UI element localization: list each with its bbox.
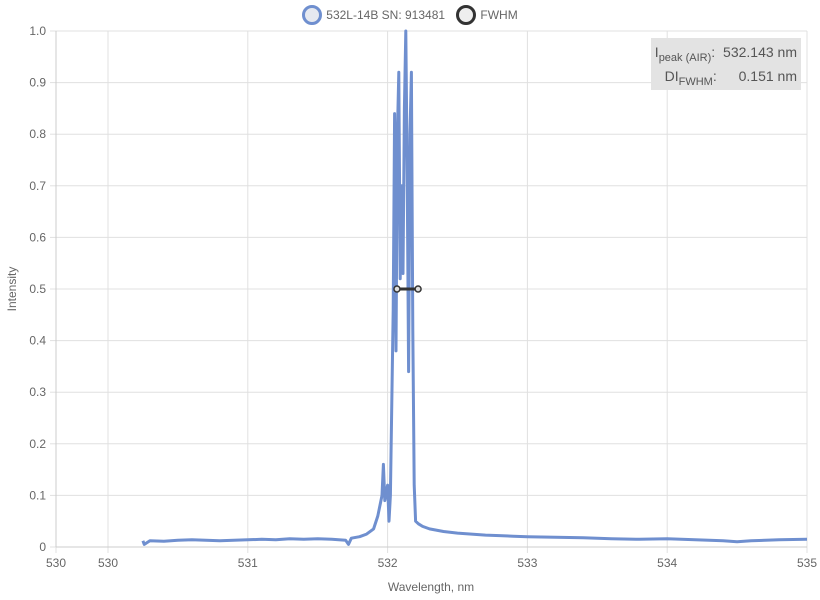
x-tick-label: 533 bbox=[517, 556, 537, 570]
y-tick-label: 0 bbox=[39, 540, 46, 554]
legend-item-series[interactable]: 532L-14B SN: 913481 bbox=[302, 5, 445, 25]
x-tick-label: 534 bbox=[657, 556, 677, 570]
peak-value: 532.143 nm bbox=[723, 44, 797, 60]
fwhm-label-sub: FWHM bbox=[678, 75, 713, 88]
y-axis-ticks: 0 0.1 0.2 0.3 0.4 0.5 0.6 0.7 0.8 0.9 1.0 bbox=[29, 24, 46, 554]
x-tick-label: 531 bbox=[238, 556, 258, 570]
peak-info-box: Ipeak (AIR): 532.143 nm DIFWHM: 0.151 nm bbox=[651, 38, 801, 90]
y-tick-label: 1.0 bbox=[29, 24, 46, 38]
chart-series bbox=[141, 29, 808, 546]
x-tick-label: 535 bbox=[797, 556, 817, 570]
fwhm-swatch-icon bbox=[456, 5, 477, 25]
legend-fwhm-label: FWHM bbox=[480, 8, 518, 22]
fwhm-point bbox=[414, 285, 422, 293]
x-tick-label: 530 bbox=[98, 556, 118, 570]
fwhm-point bbox=[393, 285, 401, 293]
fwhm-width-row: DIFWHM: 0.151 nm bbox=[665, 68, 797, 88]
x-axis-ticks: 530 530 531 532 533 534 535 bbox=[46, 556, 817, 570]
chart-grid bbox=[50, 30, 808, 553]
x-tick-label: 530 bbox=[46, 556, 66, 570]
series-swatch-icon bbox=[302, 5, 323, 25]
y-tick-label: 0.3 bbox=[29, 385, 46, 399]
x-axis-title: Wavelength, nm bbox=[388, 580, 474, 594]
peak-wavelength-row: Ipeak (AIR): 532.143 nm bbox=[655, 44, 797, 64]
peak-label-colon: : bbox=[711, 44, 716, 60]
x-tick-label: 532 bbox=[378, 556, 398, 570]
y-tick-label: 0.1 bbox=[29, 488, 46, 502]
y-tick-label: 0.2 bbox=[29, 437, 46, 451]
y-tick-label: 0.8 bbox=[29, 127, 46, 141]
y-tick-label: 0.5 bbox=[29, 282, 46, 296]
y-tick-label: 0.7 bbox=[29, 179, 46, 193]
fwhm-value: 0.151 nm bbox=[738, 68, 797, 84]
peak-label-main: I bbox=[654, 44, 659, 60]
spectrum-line bbox=[141, 29, 808, 546]
fwhm-label-colon: : bbox=[712, 68, 717, 84]
y-axis-title: Intensity bbox=[5, 267, 19, 312]
legend-item-fwhm[interactable]: FWHM bbox=[456, 5, 518, 25]
chart-legend: 532L-14B SN: 913481 FWHM bbox=[0, 5, 820, 28]
y-tick-label: 0.4 bbox=[29, 334, 46, 348]
peak-label-sub: peak (AIR) bbox=[658, 51, 712, 64]
y-tick-label: 0.6 bbox=[29, 230, 46, 244]
fwhm-label-main: DI bbox=[664, 68, 679, 84]
legend-series-label: 532L-14B SN: 913481 bbox=[326, 8, 446, 22]
y-tick-label: 0.9 bbox=[29, 76, 46, 90]
